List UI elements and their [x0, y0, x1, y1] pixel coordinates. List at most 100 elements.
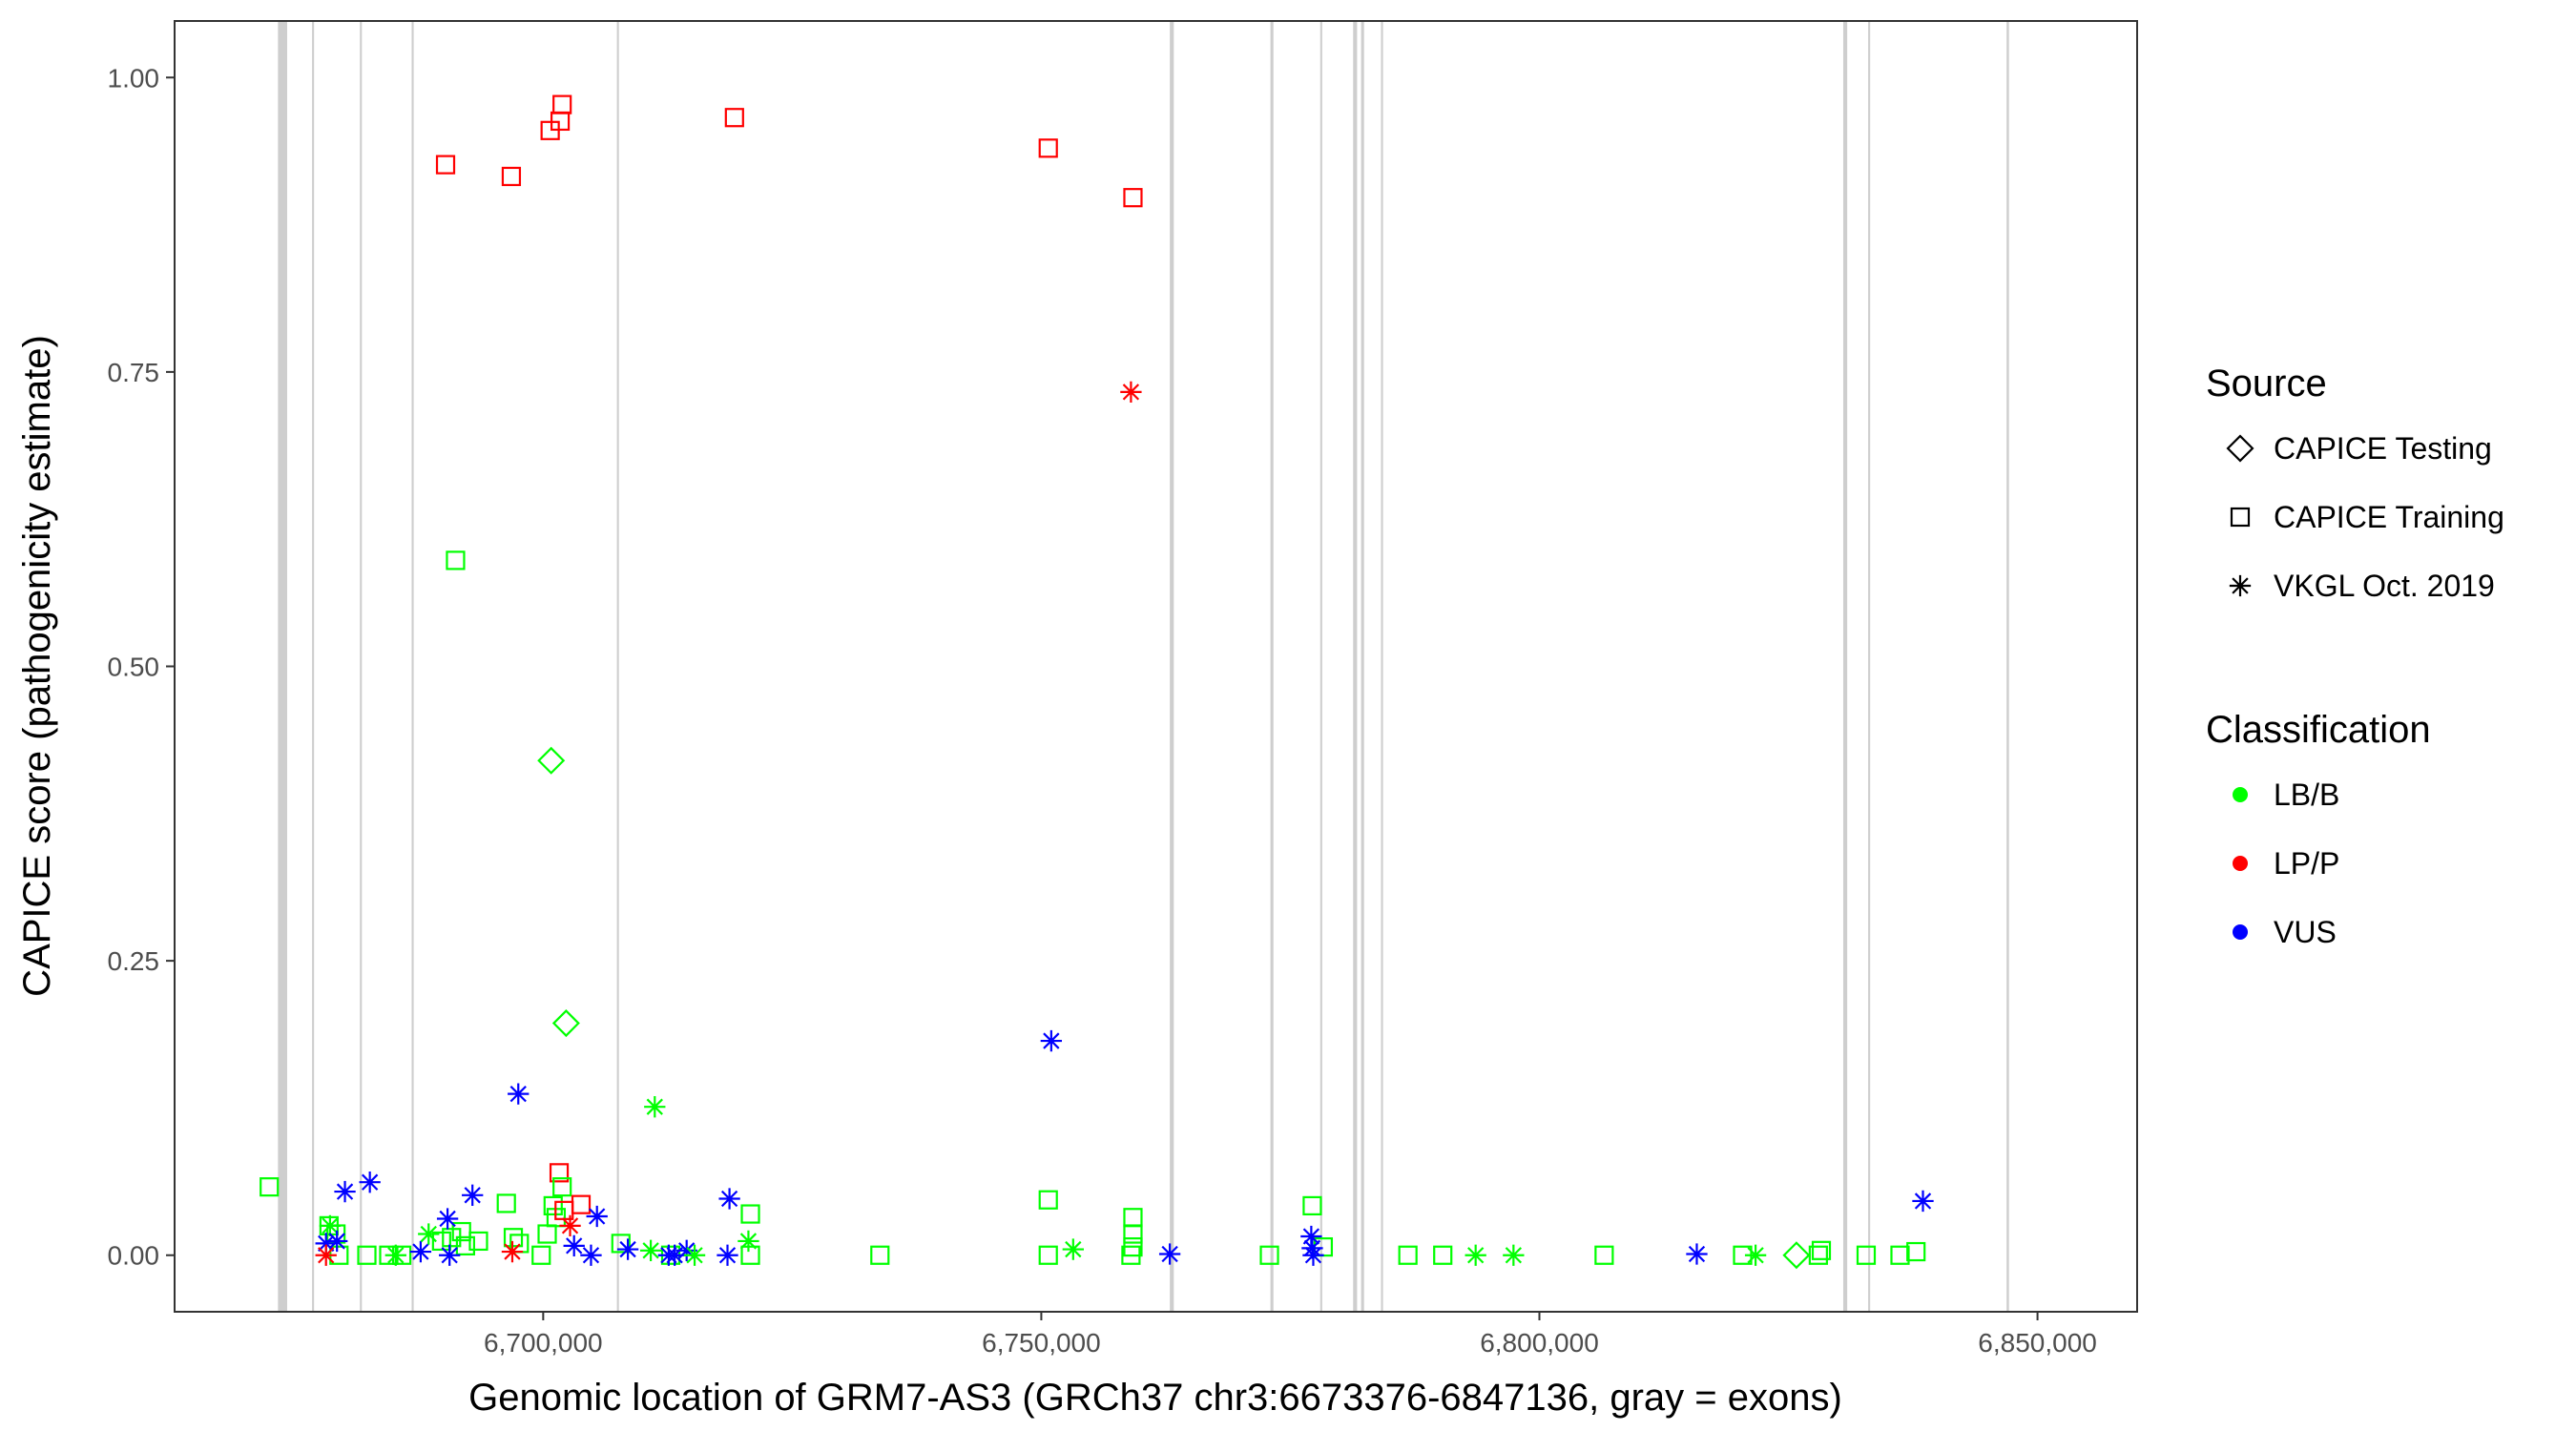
data-point [1302, 1195, 1322, 1216]
data-point [611, 1234, 631, 1254]
data-point [1062, 1238, 1084, 1260]
legend-label: VKGL Oct. 2019 [2274, 569, 2495, 603]
data-point [1503, 1244, 1525, 1266]
data-point [462, 1184, 484, 1206]
data-point [531, 1245, 551, 1265]
data-point [1158, 1243, 1181, 1265]
data-point [1040, 1029, 1063, 1052]
data-point [315, 1233, 337, 1255]
data-point [1123, 188, 1143, 208]
data-point [1120, 381, 1142, 404]
legend-item-source: CAPICE Training [2230, 500, 2504, 534]
data-points [260, 94, 1934, 1270]
legend-key-diamond [2226, 434, 2254, 463]
data-point [718, 1188, 740, 1210]
data-point [552, 94, 572, 114]
exon-bands [278, 21, 2009, 1312]
data-point [315, 1244, 337, 1266]
data-point [664, 1244, 686, 1266]
data-point [1300, 1225, 1322, 1248]
data-point [563, 1234, 585, 1257]
y-tick-label: 0.75 [108, 358, 160, 387]
data-point [357, 1245, 377, 1265]
data-point [1398, 1245, 1418, 1265]
data-point [1123, 1224, 1143, 1244]
exon-band [1842, 21, 1848, 1312]
data-point [1038, 1190, 1058, 1210]
data-point [586, 1205, 608, 1228]
data-point [501, 166, 522, 187]
legend: Source CAPICE Testing CAPICE Training VKGL… [2206, 363, 2504, 949]
legend-label: LB/B [2274, 778, 2339, 812]
y-tick-label: 1.00 [108, 63, 160, 93]
data-point [326, 1230, 348, 1253]
data-point [1906, 1241, 1926, 1262]
data-point [616, 1238, 639, 1260]
data-point [740, 1245, 760, 1265]
legend-item-classification: LB/B [2233, 778, 2339, 812]
x-axis-title: Genomic location of GRM7-AS3 (GRCh37 chr… [468, 1377, 1842, 1419]
data-point [409, 1240, 432, 1263]
data-point [1594, 1245, 1614, 1265]
data-point [552, 1177, 572, 1197]
data-point [580, 1244, 602, 1266]
data-point [737, 1230, 759, 1253]
legend-key-dot [2233, 856, 2248, 871]
data-point [435, 155, 456, 175]
data-point [537, 746, 566, 775]
exon-band [616, 21, 619, 1312]
data-point [431, 1231, 451, 1252]
data-point [319, 1214, 342, 1237]
legend-key-dot [2233, 924, 2248, 940]
x-tick-label: 6,750,000 [982, 1328, 1101, 1358]
data-point [1433, 1245, 1453, 1265]
legend-key-square [2230, 507, 2251, 528]
exon-band [1170, 21, 1174, 1312]
exon-band [1868, 21, 1871, 1312]
data-point [683, 1244, 706, 1266]
exon-band [411, 21, 414, 1312]
exon-band [1361, 21, 1364, 1312]
legend-label: VUS [2274, 915, 2337, 949]
data-point [1038, 1245, 1058, 1265]
data-point [1890, 1245, 1910, 1265]
data-point [1856, 1245, 1877, 1265]
data-point [1686, 1243, 1708, 1265]
data-point [439, 1244, 461, 1266]
data-point [446, 550, 466, 570]
legend-label: CAPICE Testing [2274, 431, 2492, 466]
data-point [384, 1244, 406, 1266]
x-tick-label: 6,850,000 [1978, 1328, 2097, 1358]
data-point [717, 1244, 738, 1266]
data-point [1038, 138, 1058, 158]
y-tick-label: 0.00 [108, 1241, 160, 1271]
data-point [1259, 1245, 1279, 1265]
data-point [455, 1235, 475, 1255]
legend-item-source: CAPICE Testing [2226, 431, 2492, 466]
legend-title-source: Source [2206, 363, 2327, 404]
data-point [644, 1096, 666, 1118]
data-point [359, 1172, 381, 1193]
data-point [260, 1177, 280, 1197]
data-point [1302, 1244, 1324, 1266]
exon-band [360, 21, 363, 1312]
data-point [496, 1193, 516, 1213]
data-point [675, 1239, 697, 1261]
data-point [436, 1208, 459, 1230]
legend-title-classification: Classification [2206, 709, 2431, 751]
y-tick-label: 0.50 [108, 653, 160, 682]
legend-source-items: CAPICE Testing CAPICE Training VKGL Oct. 2… [2226, 431, 2504, 603]
y-axis: 0.00 0.25 0.50 0.75 1.00 [108, 63, 175, 1271]
exon-band [1319, 21, 1322, 1312]
legend-label: CAPICE Training [2274, 500, 2504, 534]
legend-key-asterisk [2229, 574, 2252, 597]
legend-key-dot [2233, 787, 2248, 802]
data-point [724, 108, 744, 128]
data-point [543, 1195, 563, 1216]
legend-item-classification: LP/P [2233, 846, 2339, 881]
data-point [1465, 1244, 1486, 1266]
data-point [1782, 1241, 1811, 1270]
x-tick-label: 6,700,000 [484, 1328, 603, 1358]
